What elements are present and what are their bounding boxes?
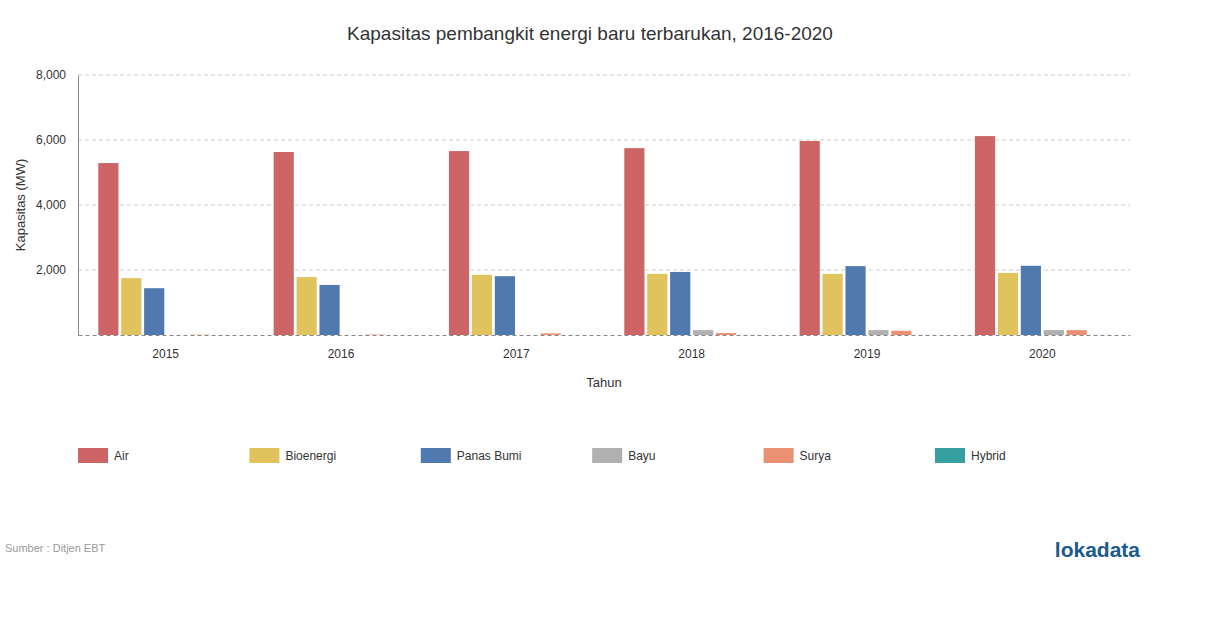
bar: [342, 334, 362, 335]
y-tick-label: 8,000: [36, 68, 66, 82]
bar-series: [98, 136, 995, 335]
x-tick: 2019: [854, 335, 881, 361]
source: Sumber : Ditjen EBT: [5, 542, 106, 554]
bar: [1021, 266, 1041, 335]
x-tick-label: 2016: [328, 347, 355, 361]
legend-label: Bayu: [628, 449, 655, 463]
y-axis-line: [78, 76, 79, 336]
legend-swatch: [249, 448, 279, 463]
grid-line: [78, 205, 1130, 206]
x-tick-label: 2020: [1029, 347, 1056, 361]
bar: [98, 163, 118, 335]
logo: lokadata: [1055, 538, 1141, 561]
bar-series: [167, 330, 1064, 335]
bar: [495, 276, 515, 335]
legend-swatch: [78, 448, 108, 463]
y-axis: 2,000 4,000 6,000 8,000: [36, 68, 79, 335]
legend: Air Bioenergi Panas Bumi Bayu Surya Hybrid: [78, 448, 1006, 463]
bar: [388, 334, 408, 335]
bar: [365, 334, 385, 335]
x-tick: 2015: [152, 335, 179, 361]
bar: [975, 136, 995, 335]
legend-swatch: [421, 448, 451, 463]
bar: [1090, 334, 1110, 335]
bar-series: [144, 266, 1041, 335]
bar: [693, 330, 713, 335]
bar: [716, 333, 736, 335]
legend-item: Bioenergi: [249, 448, 336, 463]
bar: [914, 334, 934, 335]
bar: [1044, 330, 1064, 335]
bar: [449, 151, 469, 335]
y-tick-label: 2,000: [36, 263, 66, 277]
legend-item: Air: [78, 448, 129, 463]
grid-line: [78, 270, 1130, 271]
bar: [144, 288, 164, 335]
legend-item: Surya: [764, 448, 832, 463]
grid: [78, 75, 1130, 270]
legend-label: Surya: [800, 449, 832, 463]
x-tick-label: 2015: [152, 347, 179, 361]
x-tick: 2018: [678, 335, 705, 361]
y-tick-label: 6,000: [36, 133, 66, 147]
legend-label: Panas Bumi: [457, 449, 522, 463]
legend-swatch: [592, 448, 622, 463]
x-tick: 2017: [503, 335, 530, 361]
x-tick-label: 2018: [678, 347, 705, 361]
bar: [998, 273, 1018, 335]
x-tick: 2020: [1029, 335, 1056, 361]
bar: [800, 141, 820, 335]
x-tick: 2016: [328, 335, 355, 361]
plot: 2,000 4,000 6,000 8,000 2015 2016 2017 2018 2019…: [36, 68, 1131, 360]
bar: [121, 278, 141, 335]
x-axis-line: [79, 335, 1131, 336]
y-tick: 8,000: [36, 68, 78, 82]
bar: [319, 285, 339, 335]
bars: [98, 136, 1109, 335]
title: Kapasitas pembangkit energi baru terbaru…: [347, 23, 833, 44]
bar: [624, 148, 644, 335]
bar: [518, 334, 538, 335]
bar: [823, 274, 843, 335]
bar: [647, 274, 667, 335]
grid-line: [78, 140, 1130, 141]
x-axis-title: Tahun: [586, 375, 621, 390]
bar: [167, 334, 187, 335]
y-axis-title: Kapasitas (MW): [13, 159, 28, 251]
legend-item: Panas Bumi: [421, 448, 522, 463]
x-axis: 2015 2016 2017 2018 2019 2020: [79, 335, 1131, 361]
legend-label: Bioenergi: [285, 449, 336, 463]
bar: [1067, 330, 1087, 335]
bar-series: [213, 334, 1110, 335]
legend-swatch: [764, 448, 794, 463]
x-tick-label: 2019: [854, 347, 881, 361]
bar: [274, 152, 294, 335]
bar: [472, 275, 492, 335]
y-tick: 4,000: [36, 198, 78, 212]
grid-line: [78, 75, 1130, 76]
legend-label: Air: [114, 449, 129, 463]
y-tick: 2,000: [36, 263, 78, 277]
bar: [868, 330, 888, 335]
bar: [564, 334, 584, 335]
y-tick-label: 4,000: [36, 198, 66, 212]
legend-swatch: [935, 448, 965, 463]
bar: [541, 333, 561, 335]
bar-series: [121, 273, 1018, 335]
bar: [670, 272, 690, 335]
bar: [213, 334, 233, 335]
bar: [190, 334, 210, 335]
legend-label: Hybrid: [971, 449, 1006, 463]
x-tick-label: 2017: [503, 347, 530, 361]
bar-series: [190, 330, 1087, 335]
legend-item: Bayu: [592, 448, 655, 463]
bar: [739, 334, 759, 335]
bar: [297, 277, 317, 335]
chart: 2,000 4,000 6,000 8,000 2015 2016 2017 2018 2019…: [0, 0, 1210, 628]
y-tick: 6,000: [36, 133, 78, 147]
bar: [891, 331, 911, 335]
legend-item: Hybrid: [935, 448, 1006, 463]
bar: [845, 266, 865, 335]
